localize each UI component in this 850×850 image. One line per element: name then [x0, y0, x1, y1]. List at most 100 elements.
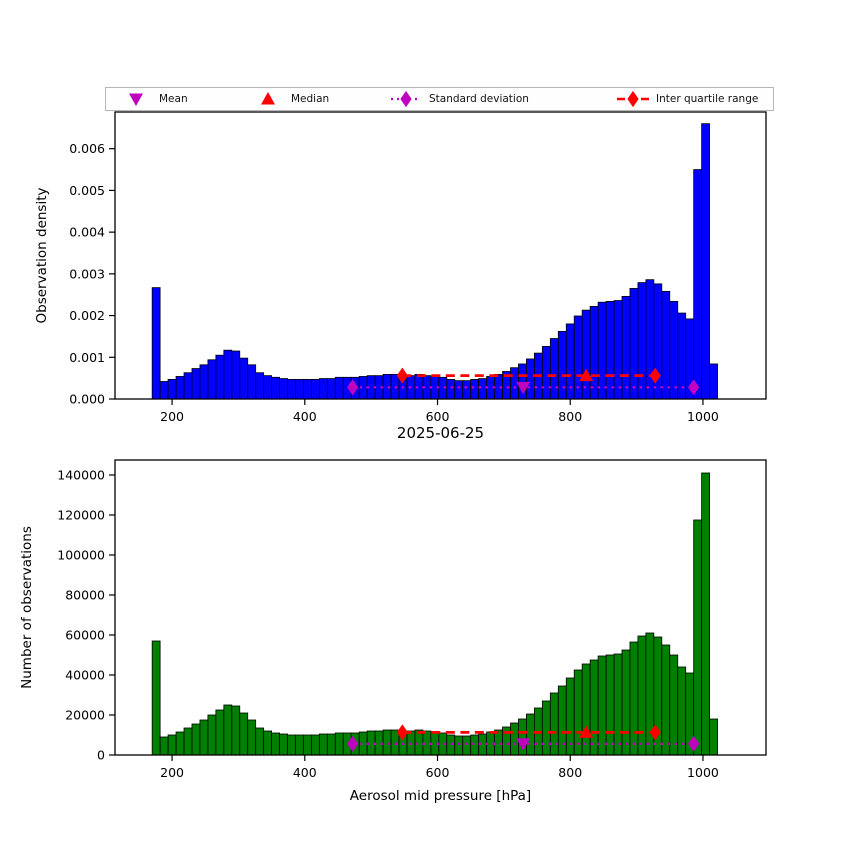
- y-tick-label: 0.005: [69, 183, 105, 198]
- histogram-bar: [239, 357, 249, 400]
- histogram-bar: [605, 300, 615, 400]
- x-tick-label: 1000: [687, 765, 719, 780]
- histogram-bar: [183, 372, 193, 400]
- histogram-bar: [462, 380, 472, 400]
- histogram-bar: [247, 364, 257, 400]
- x-axis-label: Aerosol mid pressure [hPa]: [349, 788, 532, 804]
- histogram-bar: [263, 375, 273, 400]
- legend-marker: [129, 93, 143, 106]
- histogram-bar: [223, 349, 233, 400]
- histogram-bar: [478, 378, 488, 400]
- y-tick-label: 40000: [65, 668, 105, 683]
- std-low-marker: [346, 379, 359, 396]
- histogram-bar: [693, 519, 703, 756]
- legend-glyph: [261, 92, 275, 105]
- histogram-bar: [629, 288, 639, 400]
- histogram-bar: [454, 735, 464, 756]
- y-tick-label: 0.003: [69, 266, 105, 281]
- legend-marker: [261, 92, 275, 105]
- histogram-bar: [581, 663, 591, 756]
- legend: Mean Median Standard deviation Inter qua…: [105, 87, 774, 111]
- histogram-bar: [326, 378, 336, 400]
- histogram-bar: [207, 714, 217, 756]
- mean-marker: [516, 738, 531, 751]
- histogram-bar: [661, 644, 671, 756]
- y-tick-label: 60000: [65, 628, 105, 643]
- iqr-low-marker: [396, 724, 408, 741]
- legend-item-inter-quartile-range: Inter quartile range: [616, 88, 758, 110]
- x-tick-label: 800: [558, 765, 582, 780]
- histogram-bar: [215, 354, 225, 400]
- histogram-bar: [637, 282, 647, 400]
- histogram-bar: [255, 372, 265, 400]
- histogram-bar: [215, 709, 225, 756]
- histogram-bar: [231, 705, 241, 756]
- histogram-bar: [311, 378, 320, 400]
- histogram-bar: [454, 380, 464, 400]
- legend-item-mean: Mean: [119, 88, 188, 110]
- histogram-bar: [613, 653, 623, 756]
- y-tick-label: 140000: [57, 468, 105, 483]
- histogram-bar: [295, 734, 304, 756]
- y-tick-label: 0.001: [69, 350, 105, 365]
- histogram-bar: [334, 376, 344, 400]
- x-tick-label: 1000: [687, 409, 719, 424]
- histogram-bar: [589, 305, 599, 400]
- histogram-bar: [271, 376, 280, 400]
- histogram-bar: [573, 669, 583, 756]
- std-low-marker: [346, 735, 359, 752]
- histogram-bar: [239, 712, 249, 756]
- histogram-bar: [597, 301, 607, 400]
- x-tick-label: 400: [293, 409, 317, 424]
- histogram-bar: [701, 472, 710, 756]
- histogram-bar: [661, 290, 671, 400]
- histogram-bar: [621, 649, 631, 756]
- median-marker: [579, 368, 594, 382]
- median-marker: [579, 725, 594, 738]
- histogram-bar: [303, 734, 312, 756]
- histogram-bar: [605, 654, 615, 756]
- y-tick-label: 100000: [57, 548, 105, 563]
- x-tick-label: 600: [426, 409, 450, 424]
- legend-item-median: Median: [251, 88, 329, 110]
- histogram-bar: [701, 123, 710, 400]
- histogram-bar: [677, 666, 687, 756]
- mean-marker-icon: [119, 90, 153, 108]
- histogram-bar: [557, 331, 567, 400]
- histogram-bar: [191, 368, 201, 400]
- histogram-bar: [295, 378, 304, 400]
- y-tick-label: 0: [97, 748, 105, 763]
- histogram-bar: [645, 279, 655, 400]
- histogram-bar: [581, 309, 591, 400]
- standard-deviation-marker-icon: [389, 90, 423, 108]
- std-high-marker: [688, 379, 700, 396]
- median-marker-icon: [251, 90, 285, 108]
- histogram-bar: [167, 378, 177, 400]
- x-tick-label: 800: [558, 409, 582, 424]
- histogram-bar: [223, 704, 233, 756]
- histogram-bar: [549, 692, 559, 756]
- y-tick-label: 0.000: [69, 392, 105, 407]
- histogram-bar: [287, 378, 296, 400]
- histogram-bar: [518, 363, 527, 400]
- histogram-bar: [318, 733, 328, 756]
- y-tick-label: 0.004: [69, 225, 105, 240]
- x-tick-label: 200: [160, 765, 184, 780]
- legend-marker: [627, 90, 639, 108]
- observation-density-histogram: 0.000 0.001 0.002 0.003 0.004 0.005 0.006 200 40…: [34, 111, 767, 424]
- histogram-bar: [629, 641, 639, 756]
- y-tick-label: 20000: [65, 708, 105, 723]
- legend-label-mean: Mean: [159, 93, 188, 105]
- legend-label-inter-quartile-range: Inter quartile range: [656, 93, 759, 105]
- y-tick-label: 120000: [57, 508, 105, 523]
- histogram-bar: [279, 733, 288, 756]
- histogram-bar: [541, 346, 551, 400]
- histogram-bar: [382, 729, 392, 756]
- histogram-bar: [175, 376, 185, 400]
- histogram-bar: [151, 287, 161, 400]
- histogram-bar: [470, 378, 480, 400]
- histogram-bar: [159, 736, 169, 756]
- histogram-bar: [183, 727, 193, 756]
- iqr-low-marker: [396, 367, 408, 384]
